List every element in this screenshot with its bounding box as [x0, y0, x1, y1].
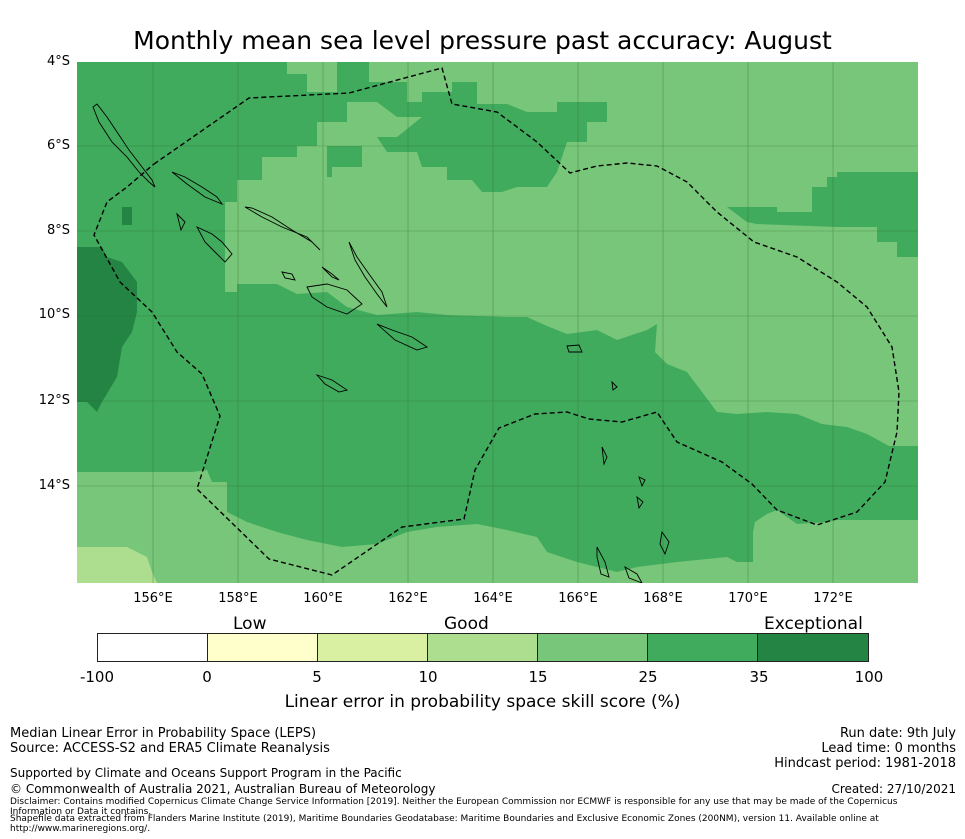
region-25-35-east: [727, 172, 918, 257]
colorbar-segment-1: [208, 634, 319, 661]
coastlines: [92, 103, 670, 583]
lon-label-162e: 162°E: [388, 591, 428, 606]
hindcast-period: Hindcast period: 1981-2018: [774, 756, 956, 771]
footer-source: Source: ACCESS-S2 and ERA5 Climate Reana…: [10, 741, 330, 756]
colorbar-segment-5: [648, 634, 759, 661]
skill-map-canvas: [77, 62, 918, 583]
region-35-100-west: [77, 247, 137, 412]
eez-boundary: [93, 67, 900, 576]
created-date: Created: 27/10/2021: [831, 782, 956, 796]
disclaimer-line-1: Disclaimer: Contains modified Copernicus…: [10, 797, 898, 807]
colorbar-label-exceptional: Exceptional: [764, 614, 863, 634]
footer-copyright: © Commonwealth of Australia 2021, Austra…: [10, 782, 436, 796]
colorbar-tick: 25: [638, 668, 658, 686]
lon-label-156e: 156°E: [133, 591, 173, 606]
disclaimer-line-4: http://www.marineregions.org/.: [10, 824, 151, 834]
lon-label-166e: 166°E: [558, 591, 598, 606]
lon-label-168e: 168°E: [643, 591, 683, 606]
colorbar-title: Linear error in probability space skill …: [284, 692, 681, 712]
footer-method: Median Linear Error in Probability Space…: [10, 726, 317, 741]
lon-label-172e: 172°E: [813, 591, 853, 606]
region-25-35-west: [77, 62, 918, 583]
lead-time: Lead time: 0 months: [821, 741, 956, 756]
lon-label-164e: 164°E: [473, 591, 513, 606]
region-15-25-south: [77, 470, 737, 583]
colorbar-tick: 0: [202, 668, 212, 686]
disclaimer-line-3: Shapefile data extracted from Flanders M…: [10, 814, 879, 824]
footer-support: Supported by Climate and Oceans Support …: [10, 766, 402, 780]
colorbar-tick: 5: [312, 668, 322, 686]
colorbar-tick: 35: [749, 668, 769, 686]
lat-label-8s: 8°S: [46, 223, 70, 238]
lon-label-170e: 170°E: [728, 591, 768, 606]
lon-label-158e: 158°E: [218, 591, 258, 606]
colorbar-segment-3: [428, 634, 539, 661]
run-date: Run date: 9th July: [839, 726, 956, 741]
region-35-100-spot: [122, 207, 132, 225]
lat-label-14s: 14°S: [38, 478, 70, 493]
lat-label-10s: 10°S: [38, 307, 70, 322]
colorbar-tick: 15: [528, 668, 548, 686]
colorbar-segment-0: [98, 634, 209, 661]
colorbar-segment-6: [758, 634, 868, 661]
disclaimer-line-2: Information or Data it contains.: [10, 807, 152, 817]
lat-label-6s: 6°S: [46, 138, 70, 153]
colorbar-label-good: Good: [444, 614, 489, 634]
colorbar-segment-2: [318, 634, 429, 661]
skill-map: [77, 62, 918, 583]
colorbar-label-low: Low: [233, 614, 267, 634]
graticule: [77, 62, 918, 583]
colorbar-segment-4: [538, 634, 649, 661]
colorbar-tick: 100: [854, 668, 884, 686]
region-10-15-southwest: [77, 544, 157, 583]
region-25-35-north-central: [377, 82, 607, 192]
colorbar-tick: 10: [418, 668, 438, 686]
map-title: Monthly mean sea level pressure past acc…: [133, 26, 832, 55]
lon-label-160e: 160°E: [303, 591, 343, 606]
colorbar-tick: -100: [79, 668, 115, 686]
lat-label-4s: 4°S: [46, 54, 70, 69]
colorbar: [97, 633, 869, 662]
lat-label-12s: 12°S: [38, 393, 70, 408]
